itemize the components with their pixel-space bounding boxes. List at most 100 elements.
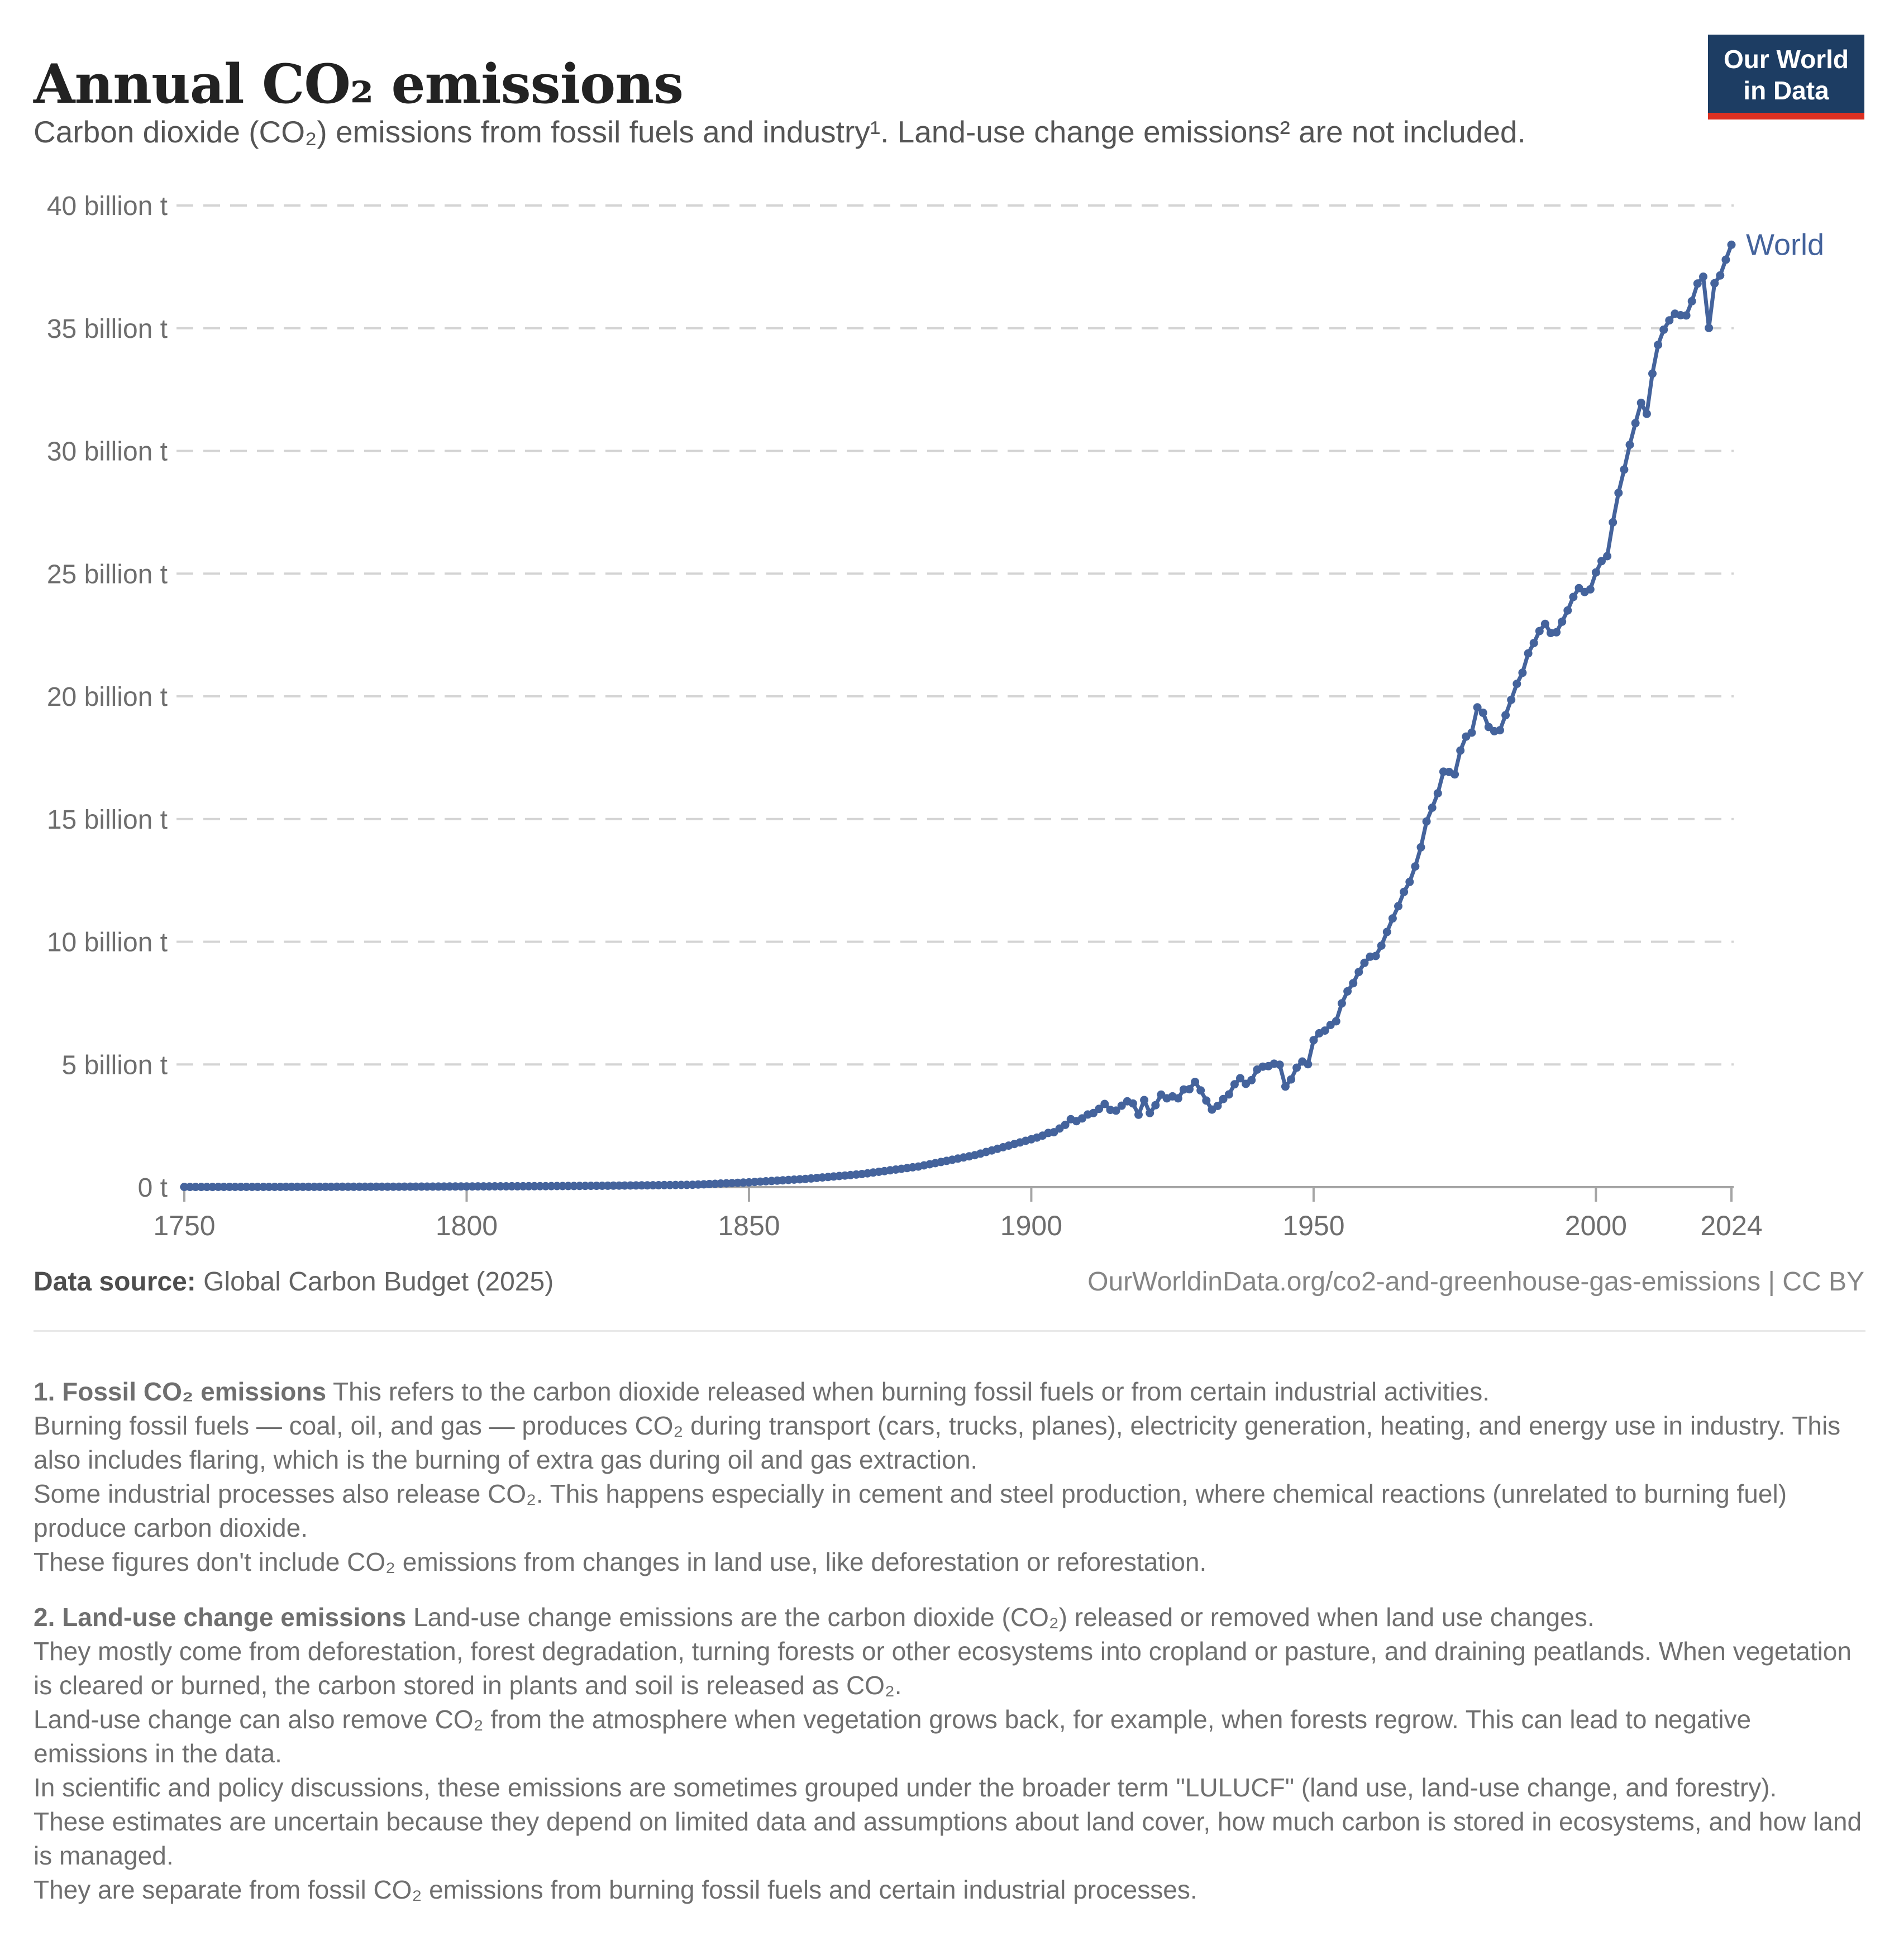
y-axis-label: 25 billion t xyxy=(47,560,168,589)
data-point xyxy=(1473,703,1482,712)
data-point xyxy=(1134,1110,1143,1119)
data-point xyxy=(1563,606,1572,615)
data-point xyxy=(1202,1096,1211,1105)
data-point xyxy=(1614,489,1623,498)
footnote: 2. Land-use change emissions Land-use ch… xyxy=(34,1600,1868,1907)
data-point xyxy=(1219,1094,1228,1103)
data-point xyxy=(1648,369,1657,378)
y-axis-label: 40 billion t xyxy=(47,192,168,221)
data-point xyxy=(1693,279,1702,288)
series-label-world: World xyxy=(1746,228,1824,261)
footnote-line: Land-use change can also remove CO₂ from… xyxy=(34,1705,1752,1768)
data-source-label: Data source: xyxy=(34,1267,196,1297)
data-point xyxy=(1394,902,1402,911)
data-point xyxy=(1173,1094,1182,1103)
data-point xyxy=(1558,617,1567,626)
page-subtitle: Carbon dioxide (CO₂) emissions from foss… xyxy=(34,114,1526,149)
y-axis-label: 35 billion t xyxy=(47,314,168,344)
data-point xyxy=(1224,1090,1233,1099)
data-point xyxy=(1117,1101,1126,1110)
data-point xyxy=(1727,240,1736,249)
data-point xyxy=(1405,877,1414,886)
footnote-lead: 2. Land-use change emissions xyxy=(34,1603,407,1632)
data-point xyxy=(1275,1060,1284,1069)
data-point xyxy=(1586,585,1595,594)
data-point xyxy=(1343,987,1352,996)
y-axis-label: 15 billion t xyxy=(47,805,168,835)
data-point xyxy=(1682,311,1691,320)
data-point xyxy=(1287,1075,1295,1084)
data-point xyxy=(1721,255,1730,264)
data-point xyxy=(1354,968,1363,977)
footnote-line: They are separate from fossil CO₂ emissi… xyxy=(34,1875,1197,1904)
data-point xyxy=(1371,952,1380,960)
line-chart: 0 t 5 billion t 10 billion t 15 billion t 20… xyxy=(47,192,1824,1241)
owid-logo-line2: in Data xyxy=(1743,76,1829,105)
data-point xyxy=(1716,271,1725,280)
data-point xyxy=(1699,273,1707,281)
footnote-line: Burning fossil fuels — coal, oil, and ga… xyxy=(34,1411,1841,1474)
x-axis-label: 2024 xyxy=(1700,1210,1762,1241)
data-point xyxy=(1191,1078,1200,1086)
data-point xyxy=(1196,1086,1205,1095)
world-series-line xyxy=(182,242,1734,1189)
data-point xyxy=(1332,1017,1340,1026)
x-axis-label: 1750 xyxy=(153,1210,215,1241)
data-point xyxy=(1540,619,1549,628)
data-point xyxy=(1247,1075,1256,1084)
data-point xyxy=(1631,419,1640,428)
data-point xyxy=(1507,695,1516,704)
data-point xyxy=(1213,1102,1222,1110)
footnote-lead: 1. Fossil CO₂ emissions xyxy=(34,1377,327,1406)
data-point xyxy=(1625,441,1634,449)
x-axis-label: 1800 xyxy=(436,1210,498,1241)
y-axis-label: 10 billion t xyxy=(47,928,168,958)
data-point xyxy=(1095,1105,1104,1113)
data-point xyxy=(1281,1082,1290,1091)
data-point xyxy=(1230,1080,1239,1089)
data-source: Data source: Global Carbon Budget (2025) xyxy=(34,1266,554,1297)
data-point xyxy=(1433,789,1442,798)
data-point xyxy=(1478,708,1487,717)
footnote-line: In scientific and policy discussions, th… xyxy=(34,1773,1777,1802)
y-axis-label: 20 billion t xyxy=(47,682,168,712)
data-point xyxy=(1128,1099,1137,1108)
data-point xyxy=(1377,941,1386,950)
y-axis-label: 30 billion t xyxy=(47,437,168,467)
owid-logo: Our World in Data xyxy=(1707,35,1864,119)
footer-divider xyxy=(34,1330,1865,1332)
footnotes: 1. Fossil CO₂ emissions This refers to t… xyxy=(34,1375,1868,1907)
data-point xyxy=(1552,628,1561,637)
data-point xyxy=(1360,958,1369,967)
data-point xyxy=(1422,817,1431,826)
data-point xyxy=(1140,1096,1149,1105)
data-point xyxy=(1659,325,1668,334)
owid-logo-line1: Our World xyxy=(1723,45,1849,74)
data-point xyxy=(1710,279,1719,288)
data-point xyxy=(1603,552,1612,561)
data-point xyxy=(1636,398,1645,407)
data-point xyxy=(1642,409,1651,418)
x-axis-label: 2000 xyxy=(1565,1210,1627,1241)
data-point xyxy=(1512,680,1521,689)
data-point xyxy=(1518,668,1527,677)
data-point xyxy=(1411,862,1420,871)
data-point xyxy=(1654,341,1663,350)
footnote-line: 2. Land-use change emissions Land-use ch… xyxy=(34,1603,1595,1632)
data-point xyxy=(1620,465,1629,474)
footnote: 1. Fossil CO₂ emissions This refers to t… xyxy=(34,1375,1868,1579)
footnote-line: 1. Fossil CO₂ emissions This refers to t… xyxy=(34,1377,1490,1406)
data-point xyxy=(1304,1060,1313,1069)
footnote-line: Some industrial processes also release C… xyxy=(34,1479,1787,1542)
data-point xyxy=(1061,1120,1070,1129)
data-point xyxy=(1501,711,1510,720)
data-point xyxy=(1456,746,1465,755)
data-point xyxy=(1529,639,1538,648)
data-point xyxy=(1382,928,1391,936)
data-point xyxy=(1665,316,1674,325)
data-point xyxy=(1687,297,1696,305)
data-point xyxy=(1451,770,1459,779)
x-axis-label: 1850 xyxy=(718,1210,780,1241)
data-source-text: Global Carbon Budget (2025) xyxy=(195,1267,554,1297)
